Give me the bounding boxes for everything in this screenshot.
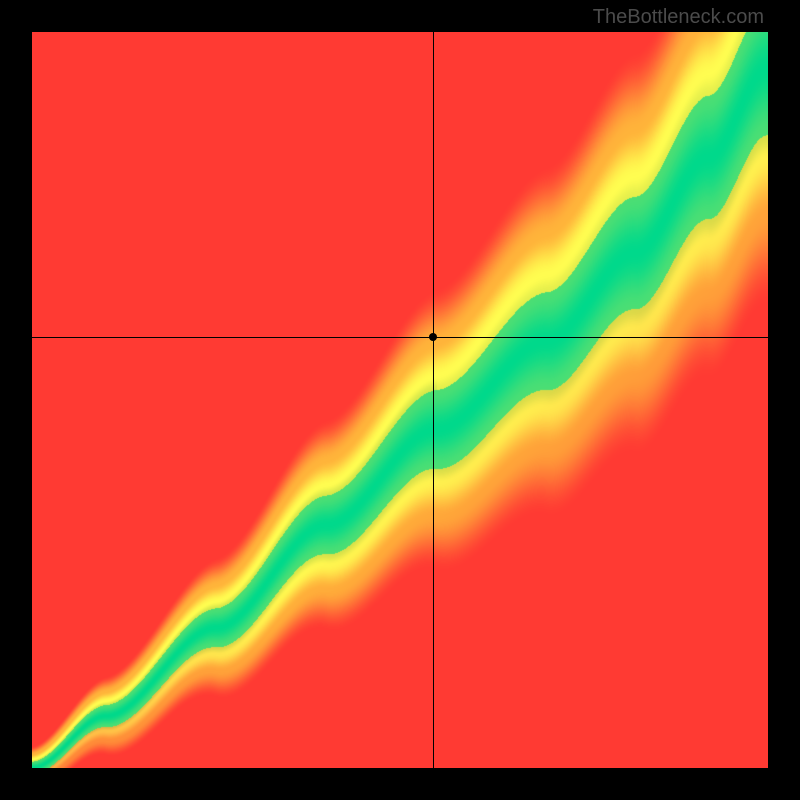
watermark-text: TheBottleneck.com <box>593 6 764 29</box>
crosshair-horizontal <box>32 337 768 338</box>
crosshair-vertical <box>433 32 434 768</box>
plot-area <box>32 32 768 768</box>
crosshair-marker <box>429 333 437 341</box>
heatmap-canvas <box>32 32 768 768</box>
